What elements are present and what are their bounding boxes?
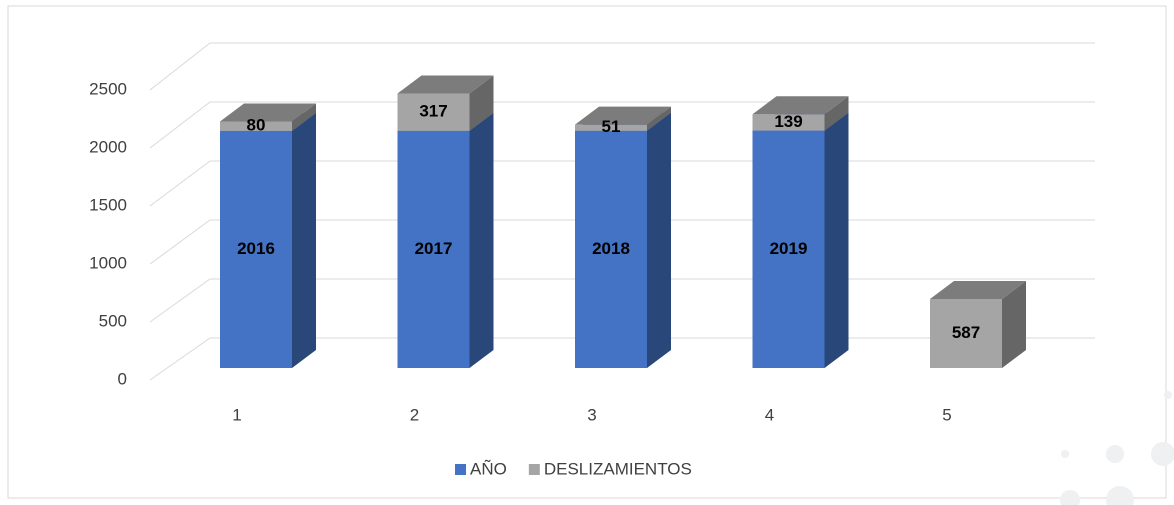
bar-side bbox=[469, 75, 494, 131]
x-tick-label: 5 bbox=[942, 405, 951, 424]
bar-front bbox=[752, 130, 825, 368]
legend-swatch bbox=[455, 464, 466, 475]
bar-top bbox=[930, 280, 1026, 299]
bar-segment bbox=[575, 112, 671, 368]
legend-label: DESLIZAMIENTOS bbox=[544, 459, 692, 478]
y-tick-label: 1500 bbox=[89, 195, 127, 214]
y-tick-label: 500 bbox=[99, 311, 127, 330]
data-label: 2016 bbox=[237, 239, 275, 258]
bar-front bbox=[752, 114, 825, 131]
data-label: 2018 bbox=[592, 239, 630, 258]
legend-label: AÑO bbox=[470, 459, 507, 478]
data-label: 51 bbox=[602, 117, 621, 136]
data-label: 80 bbox=[247, 116, 266, 135]
bar-segment bbox=[220, 103, 316, 131]
bar-side bbox=[824, 96, 849, 131]
y-tick-label: 2000 bbox=[89, 137, 127, 156]
bar-side bbox=[1002, 280, 1026, 368]
x-tick-label: 2 bbox=[410, 405, 419, 424]
bar-front bbox=[930, 298, 1002, 368]
bar-segment bbox=[930, 280, 1026, 368]
bar-side bbox=[824, 112, 849, 368]
x-tick-label: 1 bbox=[232, 405, 241, 424]
decoration bbox=[1060, 391, 1174, 505]
bar-side bbox=[469, 112, 494, 368]
bar-segment bbox=[752, 96, 849, 131]
bar-side bbox=[292, 112, 316, 369]
data-label: 317 bbox=[419, 102, 447, 121]
bar-top bbox=[575, 106, 671, 125]
bar-front bbox=[397, 130, 470, 368]
legend-swatch bbox=[528, 464, 540, 475]
bar-segment bbox=[397, 75, 494, 131]
data-label: 2019 bbox=[770, 239, 808, 258]
bar-side bbox=[292, 103, 316, 131]
bar-segment bbox=[575, 106, 671, 131]
bar-top bbox=[752, 96, 849, 115]
bar-side bbox=[647, 112, 671, 368]
y-tick-label: 1000 bbox=[89, 253, 127, 272]
bar-side bbox=[647, 106, 671, 131]
bar-front bbox=[575, 130, 647, 368]
x-tick-label: 4 bbox=[765, 405, 774, 424]
data-label: 139 bbox=[774, 112, 802, 131]
bar-segment bbox=[397, 112, 494, 368]
bar-top bbox=[397, 75, 494, 94]
bar-front bbox=[220, 130, 292, 368]
data-label: 2017 bbox=[415, 239, 453, 258]
y-tick-label: 0 bbox=[118, 369, 127, 388]
bar-front bbox=[397, 93, 470, 131]
y-tick-label: 2500 bbox=[89, 79, 127, 98]
bar-front bbox=[220, 121, 292, 131]
x-tick-label: 3 bbox=[587, 405, 596, 424]
bar-front bbox=[575, 124, 647, 131]
grid-line bbox=[149, 42, 1095, 91]
data-label: 587 bbox=[952, 323, 980, 342]
bar-segment bbox=[752, 112, 849, 368]
bar-top bbox=[220, 103, 316, 122]
